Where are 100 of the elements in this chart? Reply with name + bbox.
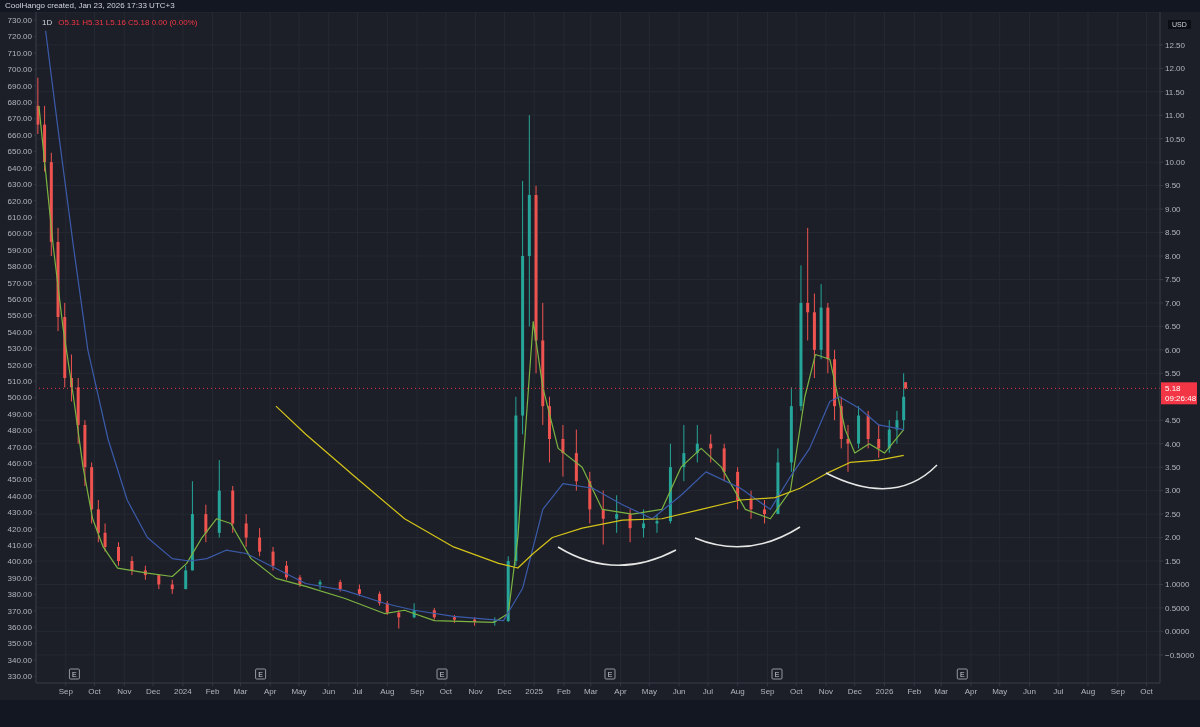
y2-tick-label: 540.00 — [7, 327, 33, 337]
candlestick — [615, 494, 619, 534]
y-tick-label: 10.50 — [1165, 134, 1186, 144]
y2-tick-label: 680.00 — [7, 98, 33, 108]
y2-tick-label: 590.00 — [7, 245, 33, 255]
y-tick-label: 10.00 — [1165, 157, 1186, 167]
y-tick-label: 1.0000 — [1165, 580, 1191, 590]
y-tick-label: 8.00 — [1165, 251, 1182, 261]
y-tick-label: 9.00 — [1165, 204, 1182, 214]
x-tick-label: Nov — [468, 686, 483, 696]
y2-tick-label: 380.00 — [7, 590, 33, 600]
y2-tick-label: 530.00 — [7, 344, 33, 354]
y2-tick-label: 480.00 — [7, 426, 33, 436]
ref-line-label: 5.18 — [1165, 384, 1182, 394]
text: O5.31 H5.31 L5.16 C5.18 0.00 (0.00%) — [58, 18, 198, 27]
x-tick-label: Sep — [1110, 686, 1126, 696]
x-tick-label: Oct — [439, 686, 453, 696]
y2-tick-label: 360.00 — [7, 623, 33, 633]
y2-tick-label: 570.00 — [7, 278, 33, 288]
y-tick-label: 2.50 — [1165, 509, 1182, 519]
candlestick — [749, 490, 753, 520]
y2-tick-label: 670.00 — [7, 114, 33, 124]
x-tick-label: Jul — [1053, 686, 1064, 696]
candlestick — [117, 541, 120, 567]
candlestick — [271, 546, 275, 571]
y-tick-label: 6.00 — [1165, 345, 1182, 355]
y2-tick-label: 490.00 — [7, 409, 33, 419]
line-series — [275, 405, 905, 569]
candlestick — [601, 490, 605, 546]
x-tick-label: Jun — [322, 686, 336, 696]
x-tick-label: Sep — [58, 686, 74, 696]
y2-tick-label: 650.00 — [7, 147, 33, 157]
x-tick-label: May — [641, 686, 657, 696]
x-tick-label: Apr — [614, 686, 628, 696]
y-tick-label: 7.50 — [1165, 275, 1182, 285]
candlestick — [642, 508, 646, 539]
x-tick-label: 2025 — [525, 686, 544, 696]
y-tick-label: 6.50 — [1165, 322, 1182, 332]
x-tick-label: Aug — [380, 686, 395, 696]
x-tick-label: Apr — [964, 686, 978, 696]
y2-tick-label: 450.00 — [7, 475, 33, 485]
candlestick — [762, 499, 766, 524]
x-tick-label: Oct — [1140, 686, 1154, 696]
y-tick-label: 0.0000 — [1165, 627, 1191, 637]
text: CoolHango created, Jan 23, 2026 17:33 UTC+3 — [5, 1, 175, 10]
y2-tick-label: 660.00 — [7, 130, 33, 140]
y2-tick-label: 620.00 — [7, 196, 33, 206]
y2-tick-label: 560.00 — [7, 294, 33, 304]
y2-tick-label: 420.00 — [7, 524, 33, 534]
x-tick-label: 2026 — [875, 686, 894, 696]
y-tick-label: 4.50 — [1165, 416, 1182, 426]
y2-tick-label: 720.00 — [7, 32, 33, 42]
candlestick — [866, 410, 870, 449]
y2-tick-label: 330.00 — [7, 672, 33, 682]
x-tick-label: Sep — [409, 686, 425, 696]
candlestick — [877, 424, 881, 459]
y2-tick-label: 510.00 — [7, 376, 33, 386]
y-tick-label: 12.50 — [1165, 40, 1186, 50]
x-tick-label: Mar — [233, 686, 248, 696]
y2-tick-label: 500.00 — [7, 393, 33, 403]
y-tick-label: 11.50 — [1165, 87, 1185, 97]
y-tick-label: 9.50 — [1165, 181, 1182, 191]
x-tick-label: Mar — [934, 686, 949, 696]
x-tick-label: Feb — [907, 686, 922, 696]
x-tick-label: Dec — [497, 686, 512, 696]
y2-tick-label: 630.00 — [7, 180, 33, 190]
candlestick — [806, 227, 810, 341]
y2-tick-label: 520.00 — [7, 360, 33, 370]
candlestick — [846, 424, 850, 473]
y-tick-label: 7.00 — [1165, 298, 1182, 308]
y2-tick-label: 430.00 — [7, 508, 33, 518]
x-tick-label: Feb — [205, 686, 221, 696]
x-tick-label: Jun — [672, 686, 686, 696]
y-tick-label: 5.50 — [1165, 369, 1182, 379]
x-tick-label: Jul — [352, 686, 363, 696]
y2-tick-label: 550.00 — [7, 311, 33, 321]
y2-tick-label: 470.00 — [7, 442, 33, 452]
x-tick-label: Aug — [730, 686, 745, 696]
x-tick-label: Apr — [263, 686, 277, 696]
y2-tick-label: 580.00 — [7, 262, 33, 272]
y-tick-label: 3.50 — [1165, 462, 1182, 472]
y2-tick-label: 690.00 — [7, 81, 33, 91]
y2-tick-label: 600.00 — [7, 229, 33, 239]
x-tick-label: Nov — [818, 686, 834, 696]
y2-tick-label: 400.00 — [7, 557, 33, 567]
x-tick-label: Aug — [1080, 686, 1096, 696]
candlestick — [244, 513, 248, 548]
y-tick-label: 2.00 — [1165, 533, 1182, 543]
y2-tick-label: 460.00 — [7, 459, 33, 468]
y-tick-label: 4.00 — [1165, 439, 1182, 449]
x-tick-label: Nov — [117, 686, 132, 696]
candlestick — [130, 555, 134, 576]
x-tick-label: Feb — [557, 686, 572, 696]
y2-tick-label: 710.00 — [7, 48, 33, 58]
x-tick-label: Jun — [1023, 686, 1036, 696]
y2-tick-label: 440.00 — [7, 491, 33, 501]
text: 09:26:48 — [1165, 394, 1197, 404]
y2-tick-label: 370.00 — [7, 606, 33, 616]
x-tick-label: Mar — [583, 686, 599, 696]
x-tick-label: Sep — [760, 686, 776, 696]
